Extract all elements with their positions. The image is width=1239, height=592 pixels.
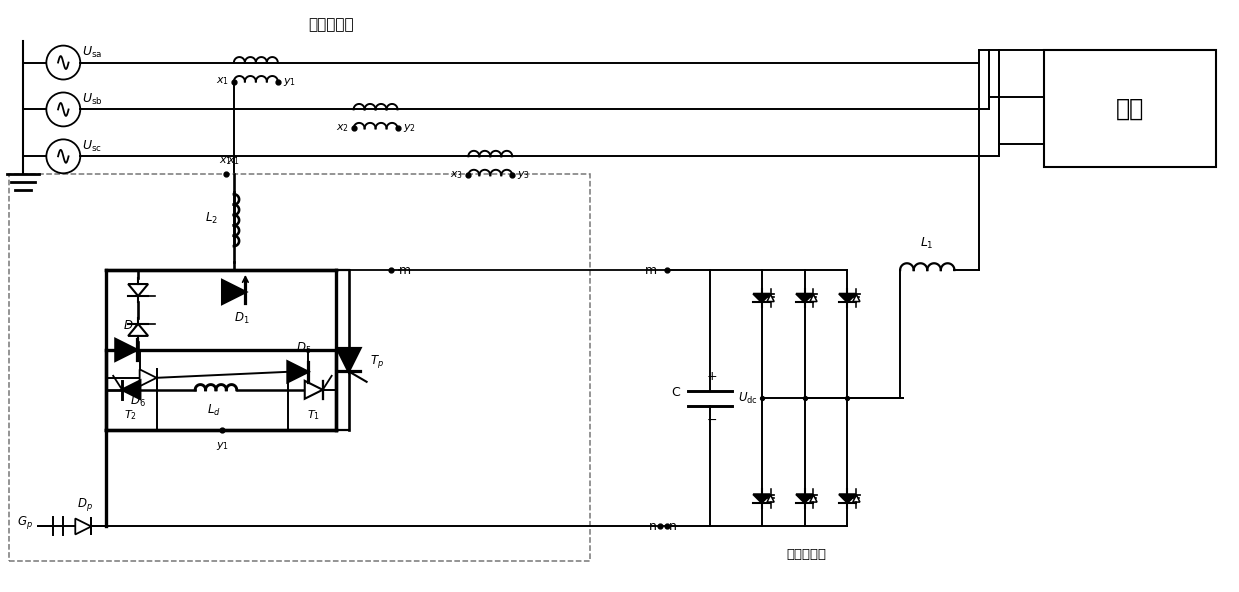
Polygon shape xyxy=(797,494,813,503)
Polygon shape xyxy=(76,519,92,535)
Text: n: n xyxy=(669,520,676,533)
Text: $D_1$: $D_1$ xyxy=(234,311,249,326)
Text: $D_4$: $D_4$ xyxy=(123,319,139,334)
Polygon shape xyxy=(839,494,856,503)
Text: 并联换流器: 并联换流器 xyxy=(786,548,826,561)
Text: $x_3$: $x_3$ xyxy=(450,169,463,181)
Polygon shape xyxy=(767,294,774,301)
Text: $y_3$: $y_3$ xyxy=(517,169,530,181)
Text: $L_1$: $L_1$ xyxy=(921,236,934,251)
Text: $D_6$: $D_6$ xyxy=(130,394,146,409)
Polygon shape xyxy=(287,362,307,382)
Polygon shape xyxy=(753,494,771,503)
Text: $y_1$: $y_1$ xyxy=(282,76,296,88)
Polygon shape xyxy=(128,284,149,296)
Text: $x_1$: $x_1$ xyxy=(216,76,229,88)
Text: n: n xyxy=(649,520,657,533)
Text: +: + xyxy=(706,370,717,383)
Text: $x_2$: $x_2$ xyxy=(336,123,348,134)
Text: $y_2$: $y_2$ xyxy=(403,123,415,134)
Polygon shape xyxy=(115,339,136,361)
Text: C: C xyxy=(672,386,680,399)
Text: $D_5$: $D_5$ xyxy=(296,341,311,356)
Text: $U_{\mathrm{sa}}$: $U_{\mathrm{sa}}$ xyxy=(82,45,103,60)
Text: m: m xyxy=(399,263,410,276)
Polygon shape xyxy=(223,281,245,304)
Text: $x_1$: $x_1$ xyxy=(219,156,233,168)
Polygon shape xyxy=(140,369,156,387)
Text: $U_{\mathrm{sc}}$: $U_{\mathrm{sc}}$ xyxy=(82,139,103,154)
Polygon shape xyxy=(852,294,860,301)
Polygon shape xyxy=(810,294,817,301)
Bar xyxy=(10,174,590,561)
Polygon shape xyxy=(839,294,856,303)
Polygon shape xyxy=(852,495,860,502)
Text: $L_d$: $L_d$ xyxy=(207,403,221,418)
Bar xyxy=(1044,50,1215,168)
Text: $D_p$: $D_p$ xyxy=(77,497,93,513)
Text: $L_2$: $L_2$ xyxy=(204,211,218,226)
Text: $U_{\mathrm{dc}}$: $U_{\mathrm{dc}}$ xyxy=(737,391,757,406)
Polygon shape xyxy=(810,495,817,502)
Polygon shape xyxy=(767,495,774,502)
Polygon shape xyxy=(123,381,140,399)
Text: −: − xyxy=(706,414,717,427)
Polygon shape xyxy=(337,348,361,371)
Text: $x_1$: $x_1$ xyxy=(228,156,240,168)
Text: $U_{\mathrm{sb}}$: $U_{\mathrm{sb}}$ xyxy=(82,92,103,107)
Text: $y_1$: $y_1$ xyxy=(216,440,229,452)
Text: m: m xyxy=(644,263,657,276)
Polygon shape xyxy=(128,324,149,336)
Text: $T_2$: $T_2$ xyxy=(124,408,136,422)
Polygon shape xyxy=(753,294,771,303)
Text: $T_1$: $T_1$ xyxy=(307,408,320,422)
Text: 负载: 负载 xyxy=(1115,96,1144,120)
Polygon shape xyxy=(305,381,322,399)
Polygon shape xyxy=(797,294,813,303)
Text: $G_p$: $G_p$ xyxy=(17,514,33,531)
Text: $T_p$: $T_p$ xyxy=(369,353,384,371)
Text: 串联变压器: 串联变压器 xyxy=(307,17,353,32)
